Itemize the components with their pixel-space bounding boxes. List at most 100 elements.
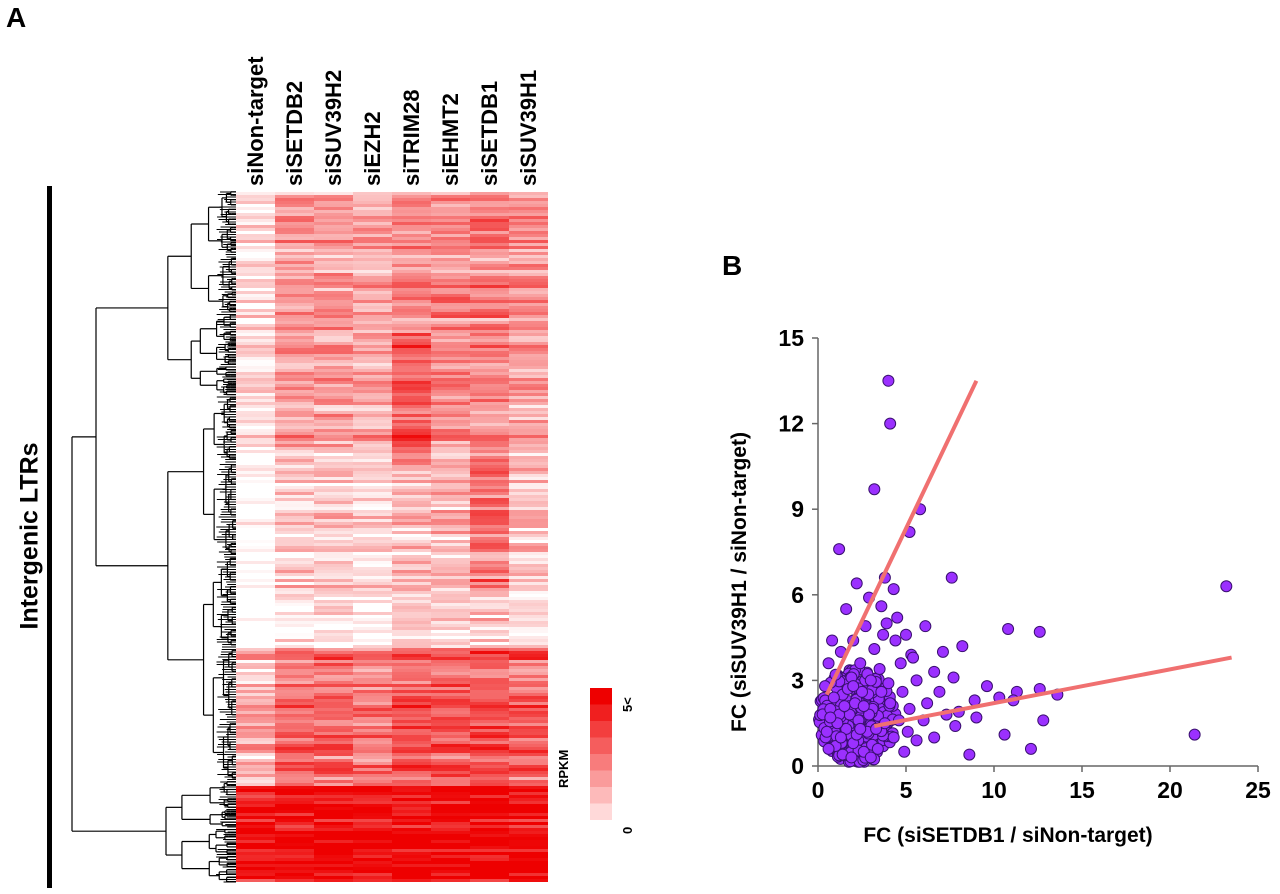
- heatmap-cell: [353, 618, 392, 622]
- heatmap-cell: [275, 423, 314, 427]
- heatmap-cell: [275, 213, 314, 217]
- heatmap-cell: [509, 711, 548, 715]
- data-point: [898, 745, 911, 758]
- heatmap-cell: [275, 228, 314, 232]
- heatmap-cell: [392, 807, 431, 811]
- data-point: [921, 697, 934, 710]
- heatmap-cell: [392, 756, 431, 760]
- heatmap-cell: [275, 585, 314, 589]
- heatmap-cell: [236, 267, 275, 271]
- heatmap-cell: [275, 660, 314, 664]
- heatmap-cell: [470, 699, 509, 703]
- heatmap-cell: [431, 783, 470, 787]
- heatmap-cell: [236, 495, 275, 499]
- heatmap-cell: [509, 519, 548, 523]
- heatmap-cell: [353, 624, 392, 628]
- heatmap-cell: [509, 318, 548, 322]
- heatmap-cell: [431, 399, 470, 403]
- heatmap-cell: [353, 471, 392, 475]
- heatmap-cell: [431, 543, 470, 547]
- heatmap-cell: [275, 378, 314, 382]
- heatmap-cell: [431, 627, 470, 631]
- data-point: [840, 722, 853, 735]
- heatmap-cell: [392, 204, 431, 208]
- heatmap-cell: [431, 438, 470, 442]
- heatmap-cell: [353, 660, 392, 664]
- heatmap-cell: [353, 597, 392, 601]
- heatmap-cell: [353, 258, 392, 262]
- heatmap-cell: [470, 696, 509, 700]
- heatmap-cell: [470, 222, 509, 226]
- heatmap-cell: [470, 672, 509, 676]
- heatmap-cell: [236, 273, 275, 277]
- heatmap-cell: [509, 744, 548, 748]
- heatmap-cell: [470, 258, 509, 262]
- heatmap-cell: [353, 378, 392, 382]
- heatmap-cell: [275, 588, 314, 592]
- heatmap-cell: [314, 327, 353, 331]
- heatmap-cell: [353, 759, 392, 763]
- heatmap-cell: [470, 669, 509, 673]
- heatmap-cell: [470, 303, 509, 307]
- data-point: [936, 645, 949, 658]
- heatmap-cell: [470, 447, 509, 451]
- heatmap-cell: [509, 261, 548, 265]
- heatmap-cell: [314, 375, 353, 379]
- heatmap-cell: [509, 537, 548, 541]
- heatmap-cell: [236, 204, 275, 208]
- heatmap-cell: [353, 873, 392, 877]
- heatmap-cell: [431, 636, 470, 640]
- heatmap-cell: [275, 684, 314, 688]
- heatmap-cell: [314, 483, 353, 487]
- heatmap-cell: [314, 564, 353, 568]
- heatmap-cell: [353, 306, 392, 310]
- heatmap-cell: [509, 423, 548, 427]
- heatmap-cell: [392, 237, 431, 241]
- heatmap-cell: [275, 417, 314, 421]
- heatmap-cell: [392, 594, 431, 598]
- heatmap-cell: [509, 390, 548, 394]
- heatmap-cell: [353, 417, 392, 421]
- heatmap-cell: [353, 567, 392, 571]
- heatmap-cell: [353, 459, 392, 463]
- heatmap-cell: [431, 678, 470, 682]
- heatmap-cell: [392, 846, 431, 850]
- heatmap-cell: [275, 348, 314, 352]
- legend-swatch: [590, 704, 612, 722]
- heatmap-cell: [275, 453, 314, 457]
- heatmap-cell: [353, 552, 392, 556]
- heatmap-cell: [392, 537, 431, 541]
- heatmap-cell: [353, 822, 392, 826]
- heatmap-cell: [392, 675, 431, 679]
- heatmap-cell: [236, 219, 275, 223]
- heatmap-cell: [353, 279, 392, 283]
- heatmap-cell: [509, 774, 548, 778]
- heatmap-cell: [392, 855, 431, 859]
- heatmap-cell: [431, 429, 470, 433]
- heatmap-cell: [431, 546, 470, 550]
- heatmap-cell: [431, 336, 470, 340]
- heatmap-cell: [431, 876, 470, 880]
- heatmap-cell: [392, 597, 431, 601]
- heatmap-cell: [353, 372, 392, 376]
- heatmap-cell: [275, 504, 314, 508]
- heatmap-cell: [275, 774, 314, 778]
- heatmap-cell: [275, 462, 314, 466]
- heatmap-cell: [275, 762, 314, 766]
- heatmap-cell: [509, 549, 548, 553]
- heatmap-cell: [275, 234, 314, 238]
- heatmap-cell: [353, 498, 392, 502]
- heatmap-cell: [392, 618, 431, 622]
- heatmap-cell: [392, 504, 431, 508]
- heatmap-cell: [470, 381, 509, 385]
- heatmap-cell: [431, 837, 470, 841]
- heatmap-cell: [392, 576, 431, 580]
- heatmap-cell: [353, 489, 392, 493]
- heatmap-cell: [392, 405, 431, 409]
- heatmap-cell: [275, 312, 314, 316]
- heatmap-cell: [236, 855, 275, 859]
- heatmap-cell: [314, 471, 353, 475]
- data-point: [882, 677, 895, 690]
- heatmap-cell: [353, 546, 392, 550]
- heatmap-cell: [431, 804, 470, 808]
